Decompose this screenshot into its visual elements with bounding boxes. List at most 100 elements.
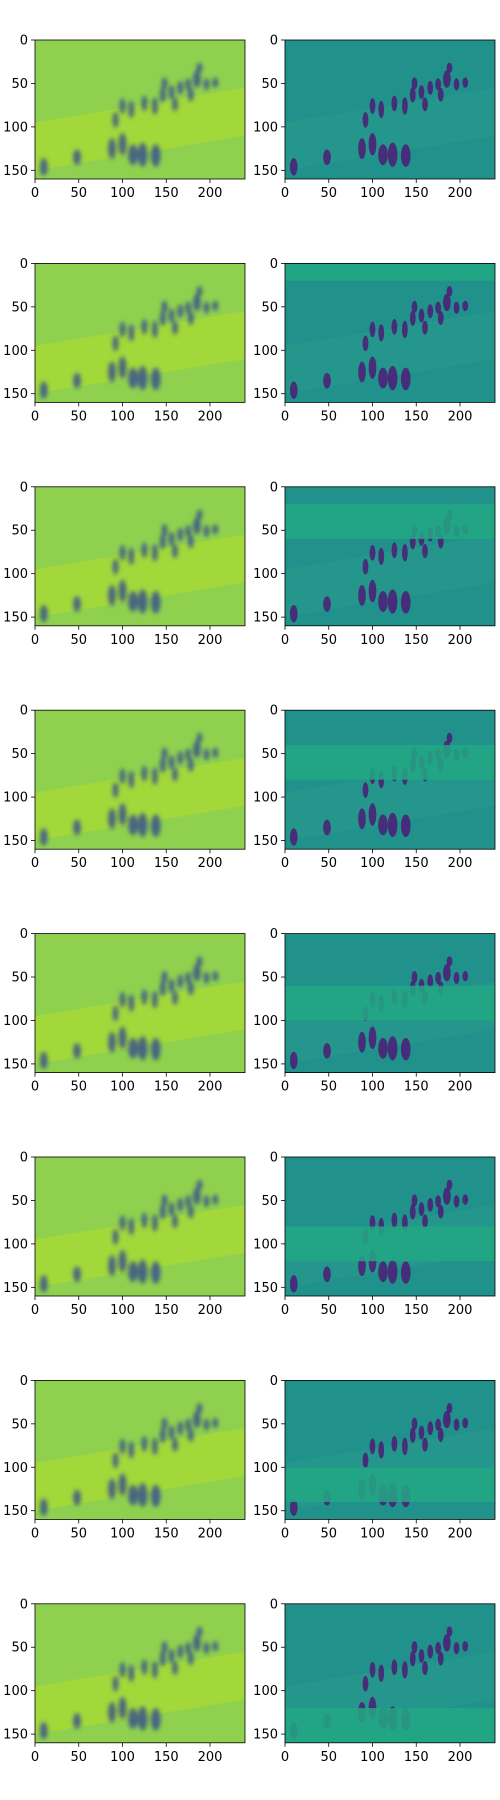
figure-blob [161, 970, 168, 984]
figure-blob [185, 1418, 192, 1431]
figure-blob [150, 144, 161, 167]
figure-blob [462, 300, 469, 312]
x-tick-label: 50 [70, 633, 87, 648]
figure-blob [369, 545, 376, 561]
y-tick-label: 0 [270, 34, 278, 49]
figure-blob [378, 1441, 385, 1459]
y-tick-label: 100 [253, 1684, 278, 1699]
figure-blob [203, 525, 210, 538]
x-tick-label: 0 [31, 1750, 39, 1765]
figure-blob [422, 544, 428, 559]
y-tick-label: 100 [3, 120, 28, 135]
figure-blob [391, 1436, 398, 1452]
figure-blob [161, 77, 168, 90]
figure-blob [196, 1626, 203, 1637]
figure-blob [358, 138, 366, 160]
figure-blob [193, 1634, 201, 1652]
figure-blob [39, 381, 48, 399]
figure-blob [369, 98, 376, 114]
figure-blob [119, 1215, 126, 1231]
figure-blob [409, 1650, 416, 1667]
figure-blob [151, 990, 158, 1009]
figure-blob [418, 85, 425, 100]
figure-blob [128, 1261, 138, 1283]
figure-blob [212, 77, 219, 88]
panel-frame [284, 709, 496, 850]
y-tick-label: 150 [3, 387, 28, 402]
figure-blob [128, 324, 135, 342]
figure-blob [168, 755, 175, 770]
figure-blob [378, 367, 388, 389]
figure-blob [118, 1473, 127, 1496]
figure-blob [39, 828, 48, 846]
figure-blob [128, 367, 138, 389]
panel-6-right: 0 50 100 150 200 0 50 100 150 [253, 1151, 496, 1318]
masked-band [285, 1226, 495, 1262]
figure-blob [391, 1212, 398, 1229]
y-tick-label: 50 [261, 1417, 278, 1432]
panel-7-left: 0 50 100 150 200 0 50 100 150 [3, 1374, 246, 1541]
y-tick-label: 0 [20, 1374, 28, 1389]
x-tick-label: 50 [320, 1303, 337, 1318]
figure-blob [119, 545, 126, 561]
x-tick-label: 0 [281, 856, 289, 871]
figure-blob [212, 747, 219, 758]
figure-blob [435, 78, 442, 91]
masked-band [285, 263, 495, 281]
figure-blob [187, 757, 194, 772]
figure-blob [172, 1214, 178, 1229]
figure-blob [446, 1179, 453, 1191]
figure-blob [185, 78, 192, 91]
figure-blob [193, 1187, 201, 1205]
field-band [285, 87, 495, 171]
figure-blob [150, 591, 161, 614]
figure-blob [161, 1417, 168, 1430]
figure-blob [369, 1438, 376, 1455]
y-tick-label: 0 [20, 34, 28, 49]
figure-blob [446, 285, 453, 297]
figure-blob [369, 321, 376, 338]
figure-blob [141, 765, 148, 782]
figure-blob [187, 534, 194, 549]
masked-band [285, 1467, 495, 1503]
panel-frame [284, 486, 496, 627]
figure-blob [358, 361, 366, 383]
figure-blob [400, 1037, 411, 1061]
figure-blob [446, 956, 453, 967]
figure-blob [177, 80, 184, 95]
figure-blob [128, 771, 135, 789]
x-tick-label: 150 [154, 409, 179, 424]
figure-blob [378, 324, 385, 342]
panel-1-left: 0 50 100 150 200 0 50 100 150 [3, 34, 246, 201]
x-tick-label: 200 [198, 409, 223, 424]
figure-blob [112, 1452, 119, 1469]
figure-blob [137, 812, 148, 838]
figure-blob [108, 138, 116, 160]
y-tick-label: 150 [3, 834, 28, 849]
figure-blob [203, 1642, 210, 1655]
x-tick-label: 150 [404, 409, 429, 424]
x-tick-label: 150 [404, 856, 429, 871]
figure-blob [453, 1195, 460, 1208]
figure-blob [289, 828, 298, 846]
figure-blob [172, 767, 178, 782]
figure-blob [150, 1037, 161, 1061]
x-tick-label: 200 [198, 856, 223, 871]
x-tick-label: 100 [360, 633, 385, 648]
x-tick-label: 0 [281, 186, 289, 201]
x-tick-label: 200 [448, 1750, 473, 1765]
figure-blob [401, 320, 408, 339]
x-tick-label: 0 [281, 409, 289, 424]
y-tick-label: 150 [3, 1728, 28, 1743]
figure-blob [193, 964, 201, 982]
figure-blob [358, 1031, 366, 1053]
figure-blob [168, 308, 175, 323]
figure-blob [187, 1204, 194, 1219]
x-tick-label: 0 [31, 409, 39, 424]
figure-blob [187, 311, 194, 326]
figure-blob [387, 812, 398, 838]
y-tick-label: 0 [270, 1151, 278, 1166]
figure-blob [323, 1043, 331, 1059]
figure-blob [128, 1217, 135, 1236]
figure-blob [193, 1410, 201, 1429]
